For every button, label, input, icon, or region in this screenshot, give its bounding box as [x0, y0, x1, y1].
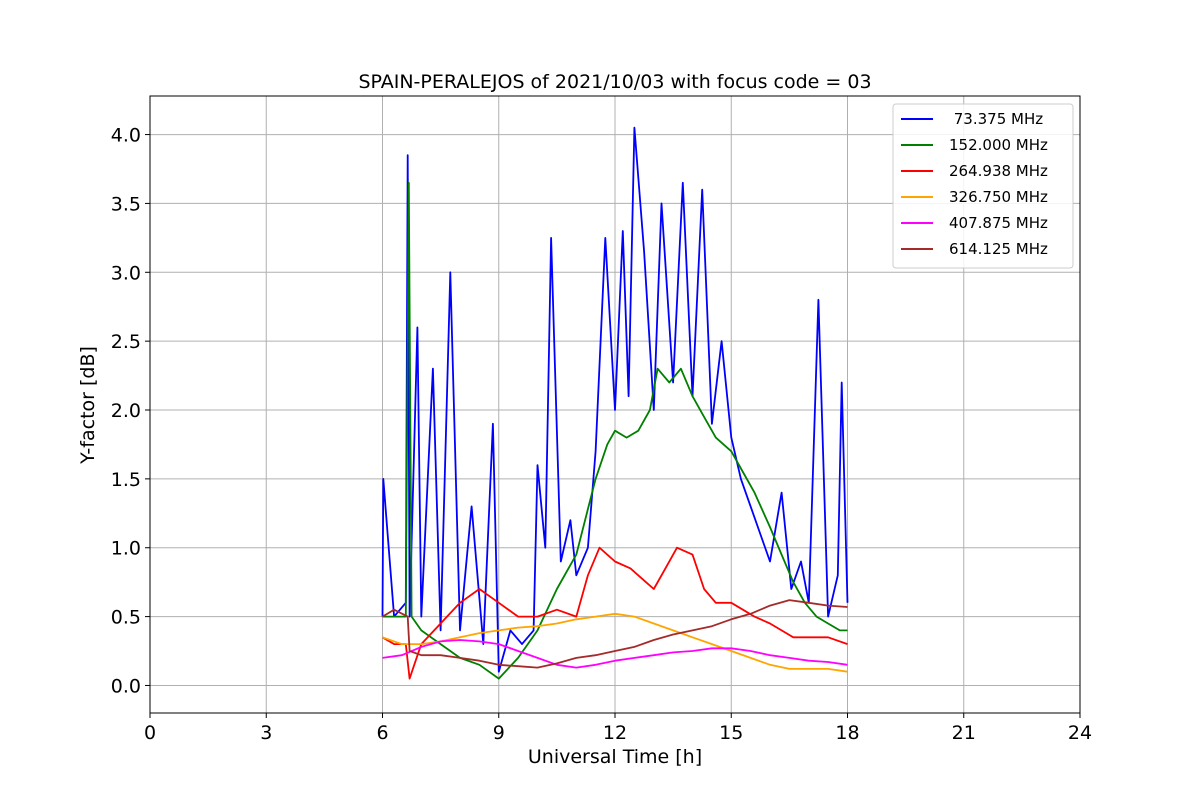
legend-label: 73.375 MHz: [949, 110, 1043, 128]
legend-box: [892, 103, 1074, 269]
legend-label: 264.938 MHz: [949, 162, 1048, 180]
y-tick-label: 2.5: [111, 331, 141, 353]
x-axis-title: Universal Time [h]: [528, 746, 702, 768]
x-tick-label: 12: [603, 722, 627, 744]
legend-label: 614.125 MHz: [949, 240, 1048, 258]
x-tick-label: 9: [493, 722, 505, 744]
y-tick-label: 0.5: [111, 607, 141, 629]
y-tick-label: 3.5: [111, 193, 141, 215]
axis-ticks: 0 3 6 9 12 15 18 21 24 0.0 0.5 1.0 1.5 2.0 2.5 3.0 3.5 4.…: [111, 125, 1092, 744]
y-tick-label: 4.0: [111, 125, 141, 147]
x-tick-label: 21: [952, 722, 976, 744]
x-tick-label: 0: [144, 722, 156, 744]
y-tick-label: 0.0: [111, 675, 141, 697]
x-tick-label: 18: [835, 722, 859, 744]
y-tick-label: 2.0: [111, 400, 141, 422]
series-line-4: [382, 639, 848, 669]
legend: 73.375 MHz 152.000 MHz 264.938 MHz 326.750 …: [892, 103, 1074, 269]
legend-label: 152.000 MHz: [949, 136, 1048, 154]
y-tick-label: 1.5: [111, 469, 141, 491]
x-tick-label: 6: [376, 722, 388, 744]
legend-label: 326.750 MHz: [949, 188, 1048, 206]
y-tick-label: 3.0: [111, 262, 141, 284]
x-tick-label: 24: [1068, 722, 1092, 744]
series-line-0: [381, 126, 849, 673]
series-line-5: [382, 599, 848, 669]
y-axis-title: Y-factor [dB]: [77, 346, 99, 465]
series-line-1: [382, 181, 848, 680]
x-tick-label: 15: [719, 722, 743, 744]
x-tick-label: 3: [260, 722, 272, 744]
y-tick-label: 1.0: [111, 538, 141, 560]
plot-series: [381, 126, 849, 680]
series-line-2: [382, 546, 848, 680]
series-line-3: [382, 612, 848, 673]
chart-title: SPAIN-PERALEJOS of 2021/10/03 with focus…: [358, 71, 871, 93]
legend-label: 407.875 MHz: [949, 214, 1048, 232]
